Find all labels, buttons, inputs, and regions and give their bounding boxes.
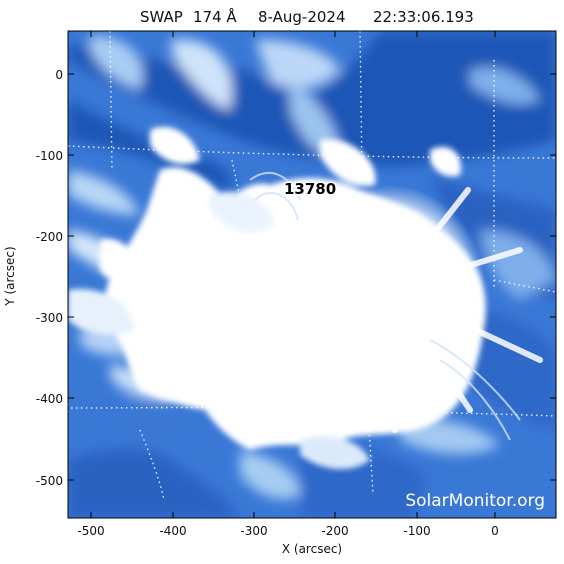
title-instrument: SWAP (140, 8, 183, 26)
x-axis: -500 -400 -300 -200 -100 0 X (arcsec) (77, 31, 499, 556)
y-axis: 0 -100 -200 -300 -400 -500 Y (arcsec) (3, 68, 556, 488)
x-tick-label: -400 (159, 524, 186, 538)
y-tick-label: -500 (36, 474, 63, 488)
x-tick-label: -300 (240, 524, 267, 538)
x-tick-label: -500 (77, 524, 104, 538)
y-tick-label: -100 (36, 149, 63, 163)
y-tick-label: -400 (36, 392, 63, 406)
x-tick-label: 0 (491, 524, 499, 538)
watermark: SolarMonitor.org (405, 491, 545, 511)
y-tick-label: -200 (36, 230, 63, 244)
title-time: 22:33:06.193 (373, 8, 474, 26)
solar-image (68, 31, 556, 518)
title-wavelength: 174 Å (193, 7, 237, 26)
y-tick-label: -300 (36, 311, 63, 325)
x-tick-label: -200 (321, 524, 348, 538)
x-axis-label: X (arcsec) (282, 542, 342, 556)
title-date: 8-Aug-2024 (258, 8, 346, 26)
x-tick-label: -100 (403, 524, 430, 538)
y-axis-label: Y (arcsec) (3, 246, 17, 306)
y-tick-label: 0 (55, 68, 63, 82)
active-region-label: 13780 (284, 180, 336, 198)
